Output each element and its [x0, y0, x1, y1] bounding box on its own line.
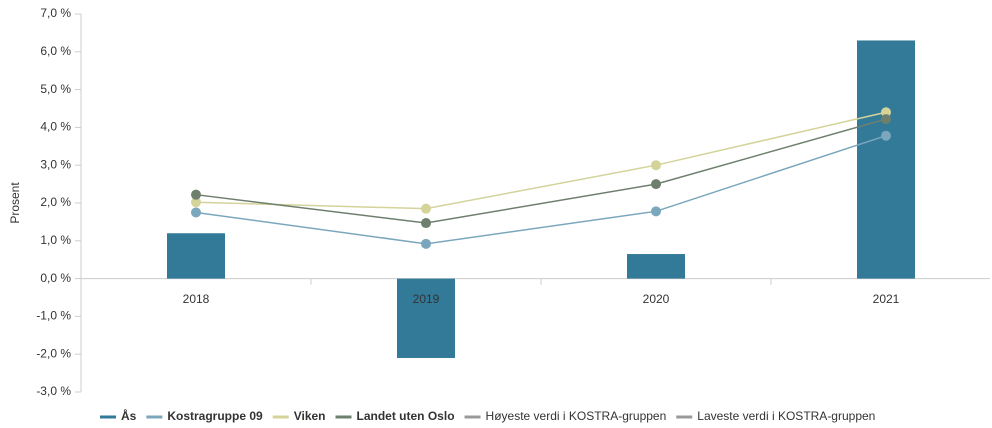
legend-item[interactable]: Kostragruppe 09 — [146, 409, 263, 423]
point — [191, 189, 201, 200]
bar — [167, 233, 225, 279]
line — [195, 118, 887, 224]
y-tick-label: 7,0 % — [40, 6, 71, 20]
point — [881, 130, 891, 141]
legend-item[interactable]: Laveste verdi i KOSTRA-gruppen — [676, 409, 875, 423]
x-tick-label: 2019 — [413, 292, 440, 306]
point — [651, 179, 661, 190]
x-tick-label: 2018 — [183, 292, 210, 306]
legend-item[interactable]: Viken — [272, 409, 326, 423]
x-tick-label: 2020 — [643, 292, 670, 306]
y-tick-label: 1,0 % — [40, 233, 71, 247]
point — [651, 160, 661, 171]
bar — [627, 254, 685, 279]
legend-label: Viken — [294, 409, 326, 423]
point — [191, 207, 201, 218]
legend-label: Kostragruppe 09 — [167, 409, 263, 423]
y-tick-label: 3,0 % — [40, 157, 71, 171]
point — [421, 218, 431, 229]
x-tick-label: 2021 — [873, 292, 900, 306]
legend-label: Landet uten Oslo — [357, 409, 455, 423]
y-tick-label: 6,0 % — [40, 44, 71, 58]
line — [195, 111, 887, 210]
legend-item[interactable]: Landet uten Oslo — [335, 409, 455, 423]
line — [195, 135, 887, 245]
bar — [857, 40, 915, 279]
point — [651, 206, 661, 217]
y-axis-label: Prosent — [8, 182, 22, 224]
point — [421, 238, 431, 249]
y-tick-label: 2,0 % — [40, 195, 71, 209]
legend-label: Høyeste verdi i KOSTRA-gruppen — [486, 409, 667, 423]
point — [421, 203, 431, 214]
point — [881, 114, 891, 125]
y-tick-label: -1,0 % — [36, 309, 71, 323]
legend-label: Laveste verdi i KOSTRA-gruppen — [697, 409, 875, 423]
y-tick-label: -3,0 % — [36, 384, 71, 398]
y-tick-label: 4,0 % — [40, 120, 71, 134]
point — [191, 197, 201, 208]
bar — [397, 278, 455, 358]
y-tick-label: -2,0 % — [36, 346, 71, 360]
y-tick-label: 0,0 % — [40, 271, 71, 285]
legend-item[interactable]: Ås — [100, 408, 137, 423]
legend-label: Ås — [121, 408, 137, 423]
legend-item[interactable]: Høyeste verdi i KOSTRA-gruppen — [464, 409, 667, 423]
y-tick-label: 5,0 % — [40, 82, 71, 96]
